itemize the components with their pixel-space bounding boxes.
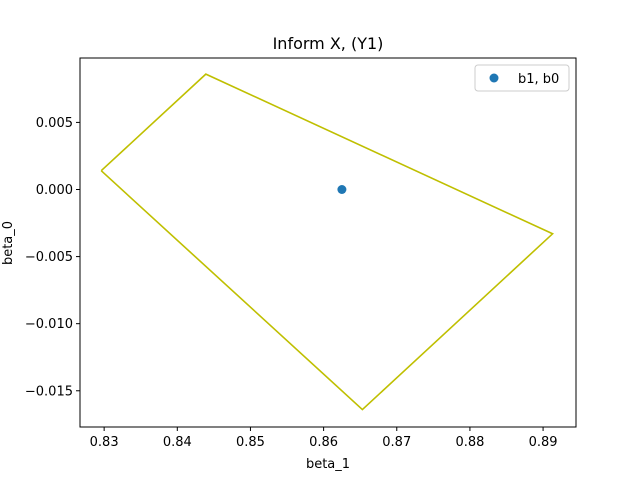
x-tick-label: 0.85 — [236, 435, 265, 450]
data-point — [337, 184, 347, 194]
legend: b1, b0 — [474, 64, 570, 92]
legend-label: b1, b0 — [518, 72, 559, 87]
y-tick-label: −0.005 — [25, 250, 73, 265]
y-tick-label: 0.005 — [36, 116, 73, 131]
x-tick-label: 0.86 — [309, 435, 338, 450]
legend-marker — [489, 73, 499, 83]
y-axis: 0.005 0.000 −0.005 −0.010 −0.015 — [25, 116, 80, 399]
x-tick-label: 0.83 — [90, 435, 119, 450]
y-tick-label: −0.015 — [25, 384, 73, 399]
chart-title: Inform X, (Y1) — [273, 34, 384, 53]
region-outline — [100, 73, 555, 411]
plot-frame — [79, 57, 577, 428]
y-tick-label: 0.000 — [36, 183, 73, 198]
y-tick-label: −0.010 — [25, 317, 73, 332]
legend-box — [474, 64, 570, 92]
x-axis-label: beta_1 — [306, 457, 350, 472]
x-tick-label: 0.88 — [455, 435, 484, 450]
x-tick-label: 0.84 — [163, 435, 192, 450]
plot-area — [80, 58, 576, 427]
x-tick-label: 0.89 — [529, 435, 558, 450]
y-axis-label: beta_0 — [1, 221, 16, 265]
region-layer — [100, 73, 555, 411]
x-tick-label: 0.87 — [382, 435, 411, 450]
x-axis: 0.83 0.84 0.85 0.86 0.87 0.88 0.89 — [90, 427, 558, 450]
points-layer — [337, 184, 347, 194]
